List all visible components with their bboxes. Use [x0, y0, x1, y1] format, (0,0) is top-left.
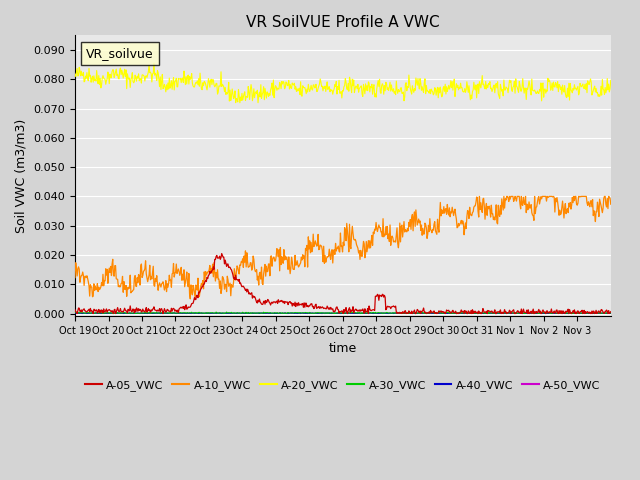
A-20_VWC: [399, 89, 407, 95]
A-50_VWC: [234, 311, 242, 316]
A-05_VWC: [399, 309, 407, 315]
A-10_VWC: [260, 271, 268, 277]
A-30_VWC: [484, 309, 492, 315]
A-30_VWC: [233, 310, 241, 315]
A-50_VWC: [260, 311, 268, 316]
A-10_VWC: [134, 280, 141, 286]
Line: A-05_VWC: A-05_VWC: [75, 253, 611, 313]
A-40_VWC: [120, 311, 127, 316]
A-40_VWC: [399, 310, 406, 316]
A-40_VWC: [71, 311, 79, 316]
A-30_VWC: [99, 311, 107, 316]
A-20_VWC: [429, 92, 437, 98]
A-10_VWC: [399, 234, 406, 240]
A-10_VWC: [429, 227, 436, 232]
A-50_VWC: [429, 311, 437, 316]
A-05_VWC: [607, 309, 614, 314]
A-40_VWC: [233, 310, 241, 316]
A-50_VWC: [135, 310, 143, 316]
A-30_VWC: [135, 311, 143, 316]
A-10_VWC: [476, 193, 483, 199]
A-20_VWC: [134, 75, 141, 81]
Line: A-20_VWC: A-20_VWC: [75, 63, 611, 103]
Legend: A-05_VWC, A-10_VWC, A-20_VWC, A-30_VWC, A-40_VWC, A-50_VWC: A-05_VWC, A-10_VWC, A-20_VWC, A-30_VWC, …: [81, 375, 605, 395]
A-30_VWC: [607, 310, 614, 315]
Line: A-30_VWC: A-30_VWC: [75, 312, 611, 313]
A-50_VWC: [170, 310, 178, 316]
A-05_VWC: [218, 251, 225, 256]
A-20_VWC: [150, 60, 158, 66]
A-30_VWC: [429, 310, 436, 316]
A-05_VWC: [429, 309, 437, 315]
A-50_VWC: [607, 310, 614, 316]
A-10_VWC: [233, 263, 241, 269]
A-30_VWC: [71, 310, 79, 315]
A-05_VWC: [234, 277, 242, 283]
Line: A-10_VWC: A-10_VWC: [75, 196, 611, 299]
A-05_VWC: [260, 298, 268, 304]
A-20_VWC: [260, 97, 268, 103]
A-30_VWC: [280, 311, 288, 316]
A-20_VWC: [234, 99, 242, 105]
A-20_VWC: [71, 71, 79, 77]
A-40_VWC: [429, 311, 436, 316]
X-axis label: time: time: [329, 342, 357, 355]
A-05_VWC: [135, 306, 143, 312]
A-05_VWC: [71, 307, 79, 313]
A-50_VWC: [71, 311, 79, 316]
Y-axis label: Soil VWC (m3/m3): Soil VWC (m3/m3): [15, 119, 28, 233]
A-40_VWC: [607, 311, 614, 316]
A-50_VWC: [281, 310, 289, 316]
A-30_VWC: [399, 311, 406, 316]
A-50_VWC: [399, 311, 407, 316]
A-40_VWC: [280, 311, 288, 316]
A-10_VWC: [71, 275, 79, 280]
A-40_VWC: [135, 311, 143, 316]
A-20_VWC: [232, 100, 239, 106]
A-10_VWC: [607, 201, 614, 207]
A-10_VWC: [280, 247, 288, 252]
A-20_VWC: [281, 86, 289, 92]
A-40_VWC: [260, 311, 268, 316]
A-30_VWC: [260, 309, 268, 315]
A-10_VWC: [186, 296, 194, 302]
A-05_VWC: [281, 300, 289, 306]
A-50_VWC: [103, 311, 111, 316]
A-05_VWC: [74, 311, 81, 316]
A-20_VWC: [607, 77, 614, 83]
A-40_VWC: [521, 310, 529, 316]
Title: VR SoilVUE Profile A VWC: VR SoilVUE Profile A VWC: [246, 15, 440, 30]
